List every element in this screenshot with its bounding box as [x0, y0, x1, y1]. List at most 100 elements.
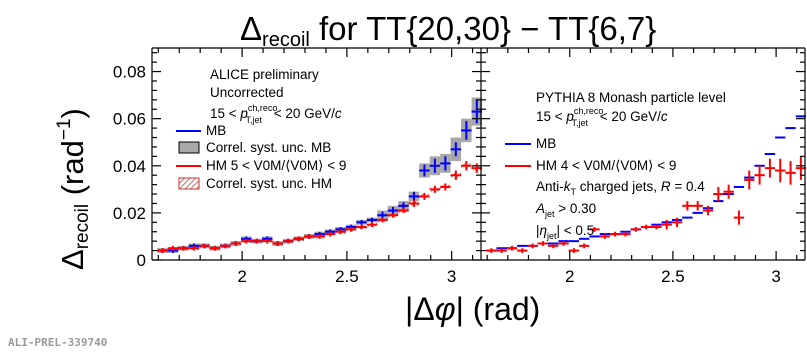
- right-point-hm: [682, 201, 693, 211]
- left-point-mb: [440, 156, 451, 171]
- right-point-hm: [702, 205, 714, 216]
- left-point-hm: [345, 227, 357, 232]
- ylabel-delta: Δ: [55, 249, 90, 270]
- legend-syst-mb-label: Correl. syst. unc. MB: [206, 140, 331, 155]
- y-tick-label: 0.08: [113, 63, 146, 82]
- left-point-hm: [314, 234, 325, 239]
- left-point-hm: [230, 241, 242, 246]
- right-legend: MB HM 4 < V0M/⟨V0M⟩ < 9: [505, 136, 676, 173]
- xlabel-open: |Δ: [405, 291, 435, 327]
- right-ann2-post: < 20 GeV/: [596, 109, 661, 124]
- right-legend-hm-label: HM 4 < V0M/⟨V0M⟩ < 9: [536, 158, 676, 173]
- legend-syst-mb-swatch: [178, 141, 200, 154]
- left-point-hm: [377, 217, 388, 223]
- right-point-hm: [568, 248, 580, 253]
- right-ann2-unit: c: [661, 109, 668, 124]
- left-legend: MB Correl. syst. unc. MB HM 5 < V0M/⟨V0M…: [176, 123, 346, 191]
- y-tick-label: 0.06: [113, 110, 146, 129]
- right-point-hm: [692, 201, 703, 211]
- left-point-hm: [241, 238, 252, 244]
- right-annotation-3: Anti-kT charged jets, R = 0.4: [536, 179, 705, 197]
- legend-hm-label: HM 5 < V0M/⟨V0M⟩ < 9: [206, 158, 346, 173]
- left-point-hm: [220, 243, 231, 249]
- right-ann4-a: A: [535, 201, 545, 216]
- left-point-hm: [366, 222, 378, 228]
- left-point-mb: [356, 219, 367, 225]
- right-ann5-open: |: [536, 223, 540, 238]
- x-tick-label: 2: [565, 267, 574, 286]
- right-ann2-sup: ch,reco: [574, 106, 604, 116]
- right-ann4-post: > 0.30: [555, 201, 597, 216]
- right-point-hm: [651, 224, 662, 230]
- right-point-hm: [640, 224, 652, 230]
- left-point-hm: [461, 161, 472, 171]
- left-ann3-p: p: [239, 106, 248, 121]
- left-point-hm: [293, 236, 304, 242]
- left-point-mb: [408, 191, 420, 202]
- legend-syst-hm-label: Correl. syst. unc. HM: [206, 176, 332, 191]
- right-point-hm: [537, 241, 549, 246]
- right-annotation-4: Ajet > 0.30: [535, 201, 596, 219]
- panel-pythia: 2 2.5 3 PYTHIA 8 Monash particle level 15 …: [480, 47, 807, 286]
- left-point-hm: [157, 248, 168, 253]
- title-delta: Δ: [240, 10, 262, 47]
- y-tick-label: 0: [137, 251, 146, 270]
- left-ann3-sub: T,jet: [245, 115, 262, 125]
- right-ann5-etasub: jet: [546, 231, 557, 241]
- left-point-hm: [429, 185, 441, 193]
- right-ann3-r: R: [661, 179, 671, 194]
- left-point-mb: [461, 121, 472, 140]
- left-point-hm: [440, 183, 451, 191]
- ylabel-unit-sup: −1: [54, 118, 75, 140]
- title-sub: recoil: [262, 29, 310, 51]
- left-ann3-pre: 15 <: [210, 106, 240, 121]
- right-point-hm: [671, 217, 683, 228]
- left-x-tick-labels: 2 2.5 3: [237, 267, 456, 286]
- right-point-hm: [661, 219, 672, 230]
- left-point-mb: [429, 158, 441, 173]
- right-point-hm: [775, 158, 786, 183]
- left-data-points: [157, 99, 483, 253]
- right-point-hm: [785, 161, 796, 185]
- left-point-hm: [324, 231, 336, 237]
- right-point-hm: [527, 243, 538, 249]
- left-axes: [151, 47, 481, 261]
- left-point-hm: [387, 212, 399, 218]
- left-annotation-2: Uncorrected: [210, 85, 284, 100]
- right-axes: [480, 47, 806, 261]
- right-point-hm: [764, 158, 776, 178]
- left-point-hm: [188, 245, 200, 251]
- ylabel-sub: recoil: [72, 204, 93, 249]
- left-point-mb: [471, 99, 483, 124]
- left-point-hm: [209, 245, 221, 251]
- left-point-mb: [366, 217, 378, 223]
- right-point-hm: [548, 243, 559, 249]
- right-point-hm: [558, 241, 569, 246]
- right-point-hm: [609, 231, 621, 237]
- panel-alice-data: 2 2.5 3 ALICE preliminary Uncorrected 15 <…: [151, 47, 483, 286]
- right-ann3-k: k: [564, 179, 572, 194]
- right-point-hm: [713, 186, 724, 202]
- right-ann4-asub: jet: [544, 209, 555, 219]
- right-ann3-pre: Anti-: [536, 179, 564, 194]
- right-point-hm: [589, 227, 600, 232]
- legend-mb-label: MB: [206, 123, 226, 138]
- left-point-hm: [251, 238, 263, 244]
- right-ann2-sub: T,jet: [571, 118, 588, 128]
- left-point-hm: [272, 241, 283, 246]
- right-point-hm: [517, 248, 528, 253]
- left-point-hm: [303, 234, 315, 239]
- right-ann3-ksub: T: [571, 187, 577, 197]
- right-point-hm: [754, 165, 765, 185]
- left-point-mb: [450, 142, 462, 157]
- right-legend-mb-label: MB: [536, 136, 556, 151]
- x-tick-label: 2: [237, 267, 246, 286]
- x-tick-label: 2.5: [661, 267, 685, 286]
- left-point-mb: [377, 211, 388, 219]
- y-tick-labels: 0 0.02 0.04 0.06 0.08: [113, 63, 146, 270]
- x-axis-label: |Δφ| (rad): [405, 291, 540, 327]
- right-ann2-pre: 15 <: [536, 109, 566, 124]
- left-annotation-3: 15 < pch,reco T,jet < 20 GeV/c: [210, 103, 342, 125]
- right-point-hm: [620, 231, 631, 237]
